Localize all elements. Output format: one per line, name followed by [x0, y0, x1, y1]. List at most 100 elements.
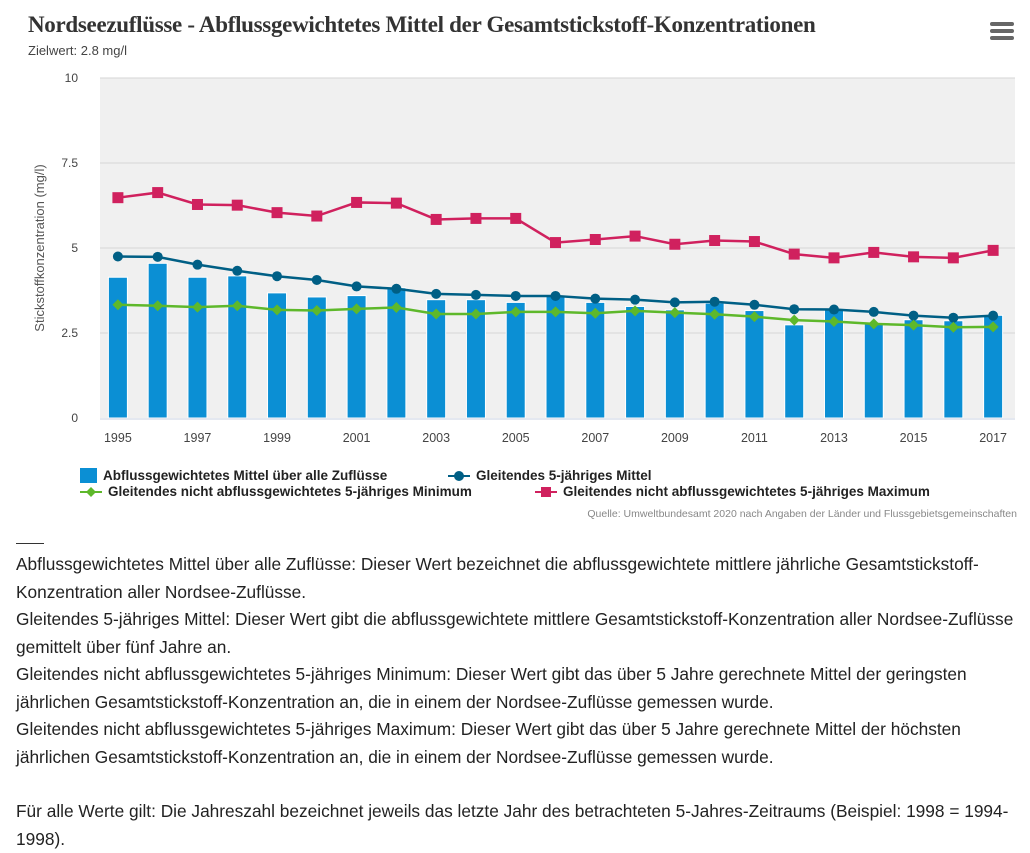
y-tick-label: 0	[71, 411, 78, 425]
chart-title: Nordseezuflüsse - Abflussgewichtetes Mit…	[28, 12, 816, 37]
series-diamond	[112, 299, 999, 333]
series-square	[112, 187, 999, 264]
bar	[147, 262, 168, 419]
legend-item-bars[interactable]: Abflussgewichtetes Mittel über alle Zufl…	[80, 468, 387, 483]
data-point	[669, 297, 680, 308]
y-tick-label: 7.5	[61, 156, 78, 170]
legend-label: Gleitendes nicht abflussgewichtetes 5-jä…	[563, 484, 930, 499]
data-point	[470, 289, 481, 300]
legend-item-max[interactable]: Gleitendes nicht abflussgewichtetes 5-jä…	[535, 484, 930, 499]
data-point	[271, 304, 283, 316]
source-credit: Quelle: Umweltbundesamt 2020 nach Angabe…	[587, 508, 1017, 520]
data-point	[988, 310, 999, 321]
data-point	[351, 303, 363, 315]
data-point	[550, 306, 562, 318]
data-point	[630, 294, 641, 305]
series-circle	[112, 251, 999, 323]
data-point	[629, 305, 641, 317]
data-point	[510, 212, 522, 224]
x-tick-label: 2015	[900, 431, 928, 445]
data-point	[868, 246, 880, 258]
data-point	[908, 310, 919, 321]
x-tick-label: 2009	[661, 431, 689, 445]
x-tick-label: 2011	[741, 431, 768, 445]
x-tick-label: 2003	[422, 431, 450, 445]
notes: Abflussgewichtetes Mittel über alle Zufl…	[16, 551, 1026, 853]
bar	[625, 305, 646, 419]
y-axis-label: Stickstoffkonzentration (mg/l)	[32, 164, 47, 331]
data-point	[589, 307, 601, 319]
data-point	[152, 187, 164, 199]
data-point	[470, 212, 482, 224]
legend-square-icon	[535, 486, 557, 497]
data-point	[470, 308, 482, 320]
bar	[664, 309, 685, 419]
data-point	[709, 308, 721, 320]
note-text: Für alle Werte gilt: Die Jahreszahl beze…	[16, 801, 1009, 849]
data-point	[868, 318, 880, 330]
data-point	[589, 234, 601, 245]
bar	[943, 320, 964, 419]
legend-label: Gleitendes 5-jähriges Mittel	[476, 468, 652, 483]
legend-label: Abflussgewichtetes Mittel über alle Zufl…	[103, 468, 388, 483]
data-point	[748, 311, 760, 323]
x-tick-label: 2017	[979, 431, 1007, 445]
data-point	[788, 248, 800, 260]
data-point	[430, 308, 442, 320]
data-point	[232, 265, 243, 276]
data-point	[431, 288, 442, 299]
data-point	[590, 293, 601, 304]
bar	[187, 276, 208, 419]
bar	[227, 275, 248, 419]
data-point	[510, 290, 521, 301]
data-point	[868, 306, 879, 317]
chart-subtitle: Zielwert: 2.8 mg/l	[28, 43, 127, 58]
legend-item-mean[interactable]: Gleitendes 5-jähriges Mittel	[448, 468, 652, 483]
data-point	[550, 290, 561, 301]
note-spacer	[16, 771, 1026, 798]
note-text: Gleitendes 5-jähriges Mittel: Dieser Wer…	[16, 609, 1014, 657]
data-point	[908, 251, 920, 263]
data-point	[749, 299, 760, 310]
legend-label: Gleitendes nicht abflussgewichtetes 5-jä…	[108, 484, 472, 499]
bar	[267, 292, 288, 419]
hamburger-menu-icon[interactable]	[990, 22, 1014, 42]
data-point	[828, 315, 840, 327]
data-point	[152, 300, 164, 312]
data-point	[789, 304, 800, 315]
data-point	[828, 252, 840, 264]
x-tick-label: 2013	[820, 431, 848, 445]
legend-diamond-icon	[80, 486, 102, 497]
data-point	[629, 230, 641, 242]
x-tick-label: 1997	[184, 431, 212, 445]
data-point	[191, 198, 203, 210]
chart: 0 2.5 5 7.5 10 Stickstoffkonzentration (mg/l)…	[32, 71, 1015, 445]
data-point	[947, 252, 959, 264]
legend-item-min[interactable]: Gleitendes nicht abflussgewichtetes 5-jä…	[80, 484, 472, 499]
bar	[585, 301, 606, 419]
data-point	[987, 321, 999, 333]
x-tick-label: 2005	[502, 431, 530, 445]
data-point	[112, 251, 123, 262]
note-text: Abflussgewichtetes Mittel über alle Zufl…	[16, 554, 979, 602]
data-point	[390, 197, 402, 209]
data-point	[351, 196, 363, 208]
bar	[306, 296, 327, 419]
data-point	[191, 301, 203, 313]
data-point	[390, 302, 402, 313]
data-point	[192, 259, 203, 270]
x-tick-label: 1999	[263, 431, 291, 445]
data-point	[112, 299, 124, 311]
x-tick-label: 2007	[581, 431, 609, 445]
bar	[107, 276, 128, 419]
x-tick-label: 2001	[343, 431, 371, 445]
y-tick-label: 2.5	[61, 326, 78, 340]
data-point	[430, 213, 442, 225]
note-text: Gleitendes nicht abflussgewichtetes 5-jä…	[16, 719, 961, 767]
data-point	[510, 306, 522, 318]
data-point	[748, 236, 760, 248]
data-point	[987, 244, 999, 256]
legend-bar-icon	[80, 468, 97, 483]
data-point	[908, 319, 920, 331]
data-point	[311, 210, 323, 222]
